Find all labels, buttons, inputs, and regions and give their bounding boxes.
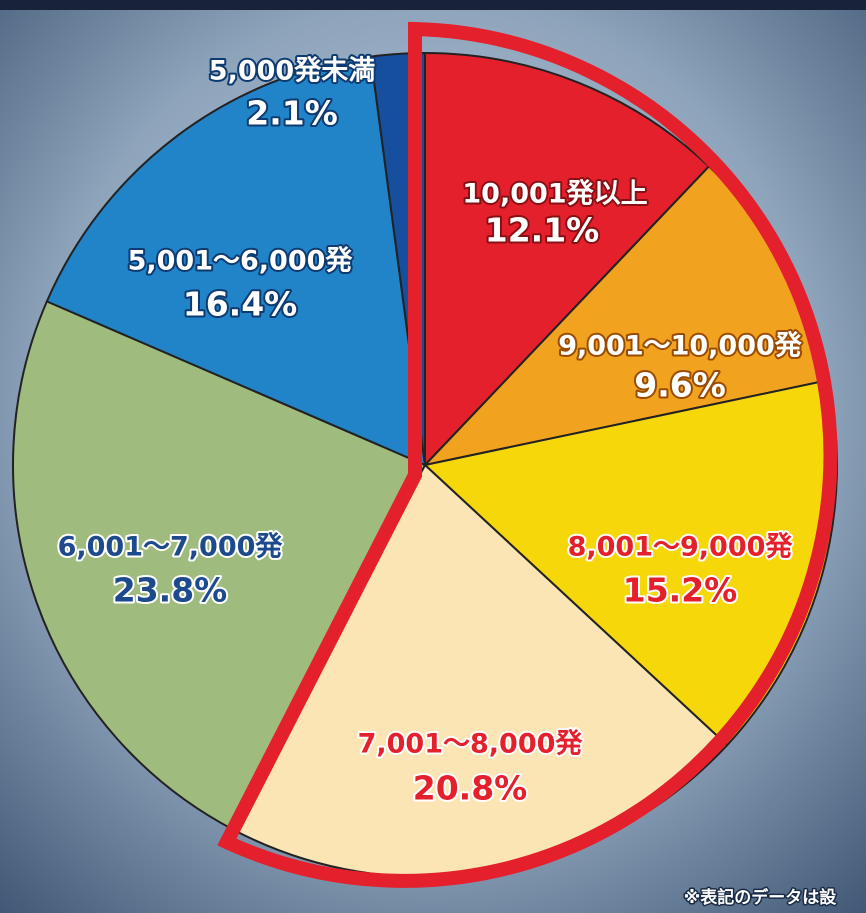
slice-value-label: 20.8% — [413, 769, 528, 808]
top-band — [0, 0, 866, 10]
slice-value-label: 16.4% — [183, 285, 298, 324]
slice-name: 9,001～10,000発 — [558, 331, 803, 362]
slice-value-label: 2.1% — [246, 94, 338, 133]
slice-value-label: 9.6% — [634, 366, 726, 405]
note: ※表記のデータは設 — [684, 887, 838, 908]
slice-value-label: 23.8% — [113, 571, 228, 610]
slice-value-label: 12.1% — [485, 211, 600, 250]
slice-name: 7,001～8,000発 — [358, 729, 584, 760]
slice-name: 8,001～9,000発 — [568, 532, 794, 563]
chart: 10,001発以上12.1% 9,001～10,000発 9.6% 8,001～9,0… — [0, 0, 866, 913]
slice-name: 5,001～6,000発 — [128, 246, 354, 277]
slice-name: 6,001～7,000発 — [58, 532, 284, 563]
slice-name: 5,000発未満 — [209, 56, 375, 87]
slice-value-label: 15.2% — [623, 571, 738, 610]
slice-name: 10,001発以上 — [462, 179, 647, 210]
